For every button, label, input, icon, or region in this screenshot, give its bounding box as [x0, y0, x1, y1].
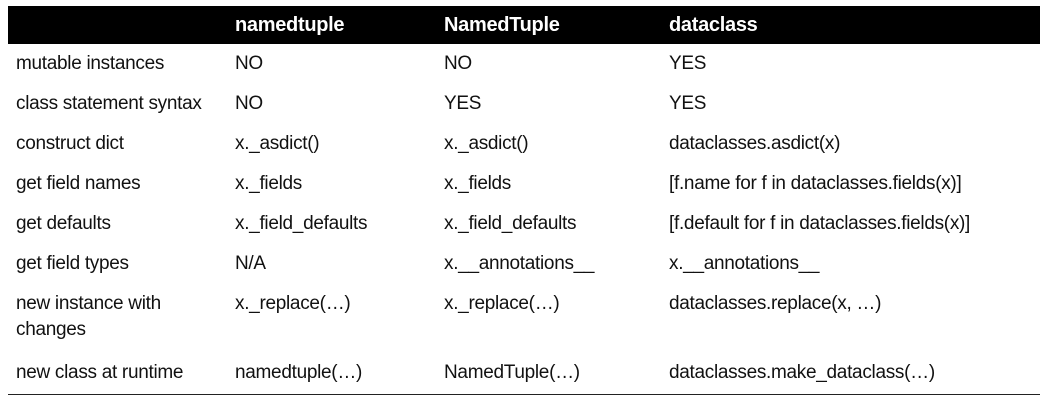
cell-NamedTuple: NamedTuple(…)	[436, 352, 661, 395]
cell-dataclass: dataclasses.asdict(x)	[669, 133, 841, 154]
cell-NamedTuple: YES	[444, 93, 482, 114]
row-label: new class at runtime	[8, 352, 227, 395]
table-row: mutable instances NO NO YES	[8, 44, 1040, 84]
cell-dataclass: dataclasses.make_dataclass(…)	[661, 352, 1040, 395]
row-label: get field names	[16, 173, 141, 194]
table-row: get defaults x._field_defaults x._field_…	[8, 204, 1040, 244]
table-header-row: namedtuple NamedTuple dataclass	[8, 6, 1040, 44]
cell-dataclass: dataclasses.replace(x, …)	[669, 293, 882, 314]
comparison-table-container: namedtuple NamedTuple dataclass mutable …	[8, 6, 1040, 395]
cell-namedtuple: namedtuple(…)	[227, 352, 436, 395]
cell-namedtuple: x._replace(…)	[235, 293, 351, 314]
row-label: new instance with changes	[16, 293, 161, 340]
cell-dataclass: YES	[669, 93, 707, 114]
header-dataclass: dataclass	[669, 13, 758, 36]
header-NamedTuple: NamedTuple	[444, 13, 560, 36]
cell-namedtuple: NO	[235, 93, 263, 114]
cell-NamedTuple: x.__annotations__	[444, 253, 595, 274]
cell-namedtuple: N/A	[235, 253, 266, 274]
table-row: get field types N/A x.__annotations__ x.…	[8, 244, 1040, 284]
table-row: class statement syntax NO YES YES	[8, 84, 1040, 124]
cell-dataclass: [f.default for f in dataclasses.fields(x…	[669, 213, 971, 234]
cell-namedtuple: NO	[235, 53, 263, 74]
cell-dataclass: YES	[669, 53, 707, 74]
cell-dataclass: x.__annotations__	[669, 253, 820, 274]
cell-NamedTuple: x._field_defaults	[444, 213, 577, 234]
comparison-table: namedtuple NamedTuple dataclass mutable …	[8, 6, 1040, 395]
row-label: class statement syntax	[16, 93, 202, 114]
table-row: new class at runtime namedtuple(…) Named…	[8, 352, 1040, 395]
table-row: construct dict x._asdict() x._asdict() d…	[8, 124, 1040, 164]
row-label: get defaults	[16, 213, 111, 234]
header-feature	[8, 6, 227, 44]
table-row: new instance with changes x._replace(…) …	[8, 284, 1040, 352]
cell-NamedTuple: x._asdict()	[444, 133, 529, 154]
cell-dataclass: [f.name for f in dataclasses.fields(x)]	[669, 173, 962, 194]
row-label: get field types	[16, 253, 129, 274]
cell-NamedTuple: x._replace(…)	[444, 293, 560, 314]
cell-namedtuple: x._asdict()	[235, 133, 320, 154]
row-label: construct dict	[16, 133, 124, 154]
row-label: mutable instances	[16, 53, 165, 74]
cell-NamedTuple: x._fields	[444, 173, 512, 194]
cell-namedtuple: x._field_defaults	[235, 213, 368, 234]
cell-namedtuple: x._fields	[235, 173, 303, 194]
header-namedtuple: namedtuple	[235, 13, 345, 36]
table-row: get field names x._fields x._fields [f.n…	[8, 164, 1040, 204]
cell-NamedTuple: NO	[444, 53, 472, 74]
